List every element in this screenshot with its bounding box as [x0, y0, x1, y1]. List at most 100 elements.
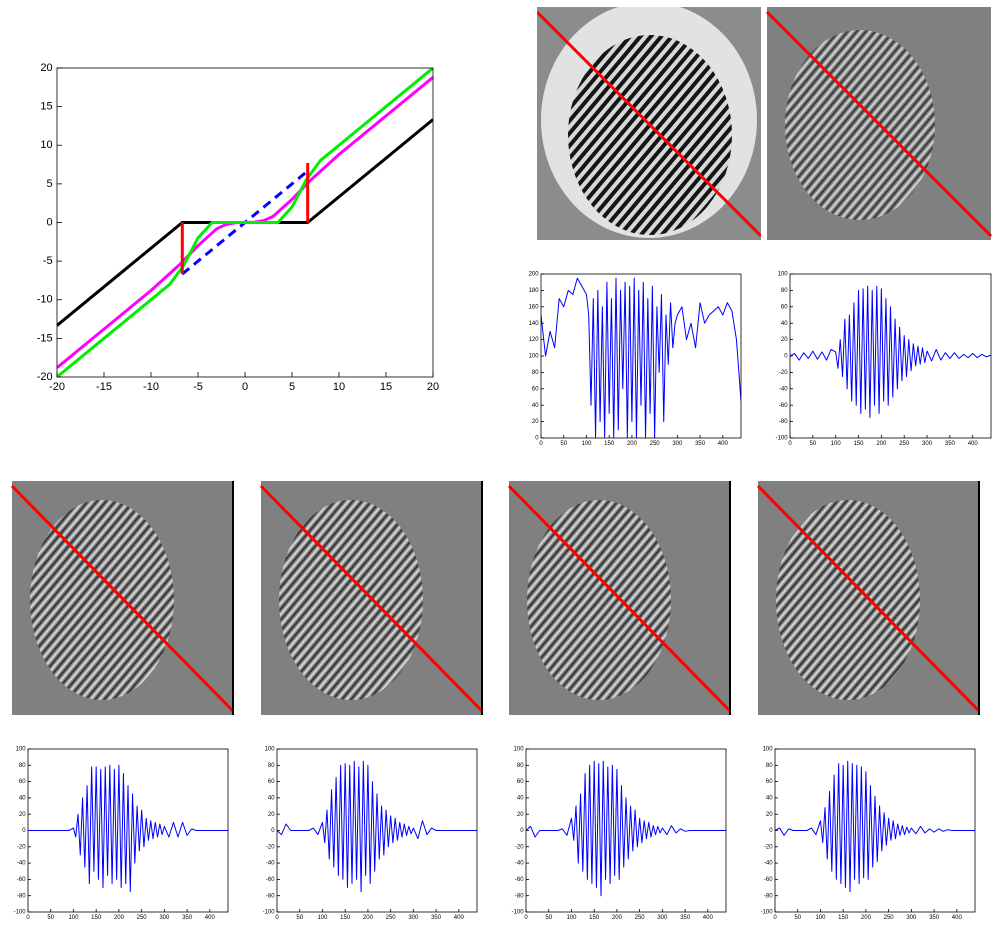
- x-tick-label: 50: [794, 915, 801, 921]
- y-tick-label: 200: [529, 272, 540, 278]
- series-line: [277, 760, 477, 893]
- x-tick-label: 400: [718, 441, 729, 447]
- plot: 0 50 100 150 200 250 300 350 400-100-80-60-40-20…: [14, 747, 229, 921]
- filtered-image: [259, 481, 484, 715]
- series-line: [57, 68, 433, 377]
- plot: 0 50 100 150 200 250 300 350 400-100-80-60-40-20…: [776, 272, 992, 447]
- y-tick-label: 10: [40, 139, 52, 151]
- y-tick-label: -100: [512, 910, 525, 916]
- x-tick-label: -15: [96, 381, 112, 393]
- y-tick-label: -40: [266, 861, 275, 867]
- y-tick-label: 80: [517, 763, 524, 769]
- x-tick-label: 50: [560, 441, 567, 447]
- y-tick-label: -100: [761, 910, 774, 916]
- x-tick-label: 20: [427, 381, 439, 393]
- x-tick-label: 0: [26, 915, 30, 921]
- y-tick-label: -20: [266, 844, 275, 850]
- y-tick-label: -40: [779, 386, 788, 392]
- y-tick-label: 140: [529, 321, 540, 327]
- y-tick-label: 20: [532, 419, 539, 425]
- x-tick-label: -10: [143, 381, 159, 393]
- filtered-image: [507, 481, 732, 715]
- series-line: [526, 760, 726, 897]
- y-tick-label: -80: [779, 419, 788, 425]
- x-tick-label: 0: [524, 915, 528, 921]
- y-tick-label: 100: [529, 354, 540, 360]
- y-tick-label: 20: [40, 62, 52, 74]
- y-tick-label: 60: [517, 779, 524, 785]
- plot: -20 -15 -10 -5 0 5 10 15 20 -20 -15 -10 -5 0 5 10 15 20: [37, 62, 439, 393]
- x-tick-label: 300: [922, 441, 933, 447]
- y-tick-label: -20: [515, 844, 524, 850]
- x-tick-label: 15: [380, 381, 392, 393]
- y-tick-label: -5: [43, 255, 53, 267]
- y-tick-label: -60: [17, 877, 26, 883]
- plot-area: [541, 274, 741, 438]
- axes-frame: [56, 67, 434, 378]
- y-tick-label: 40: [268, 795, 275, 801]
- x-tick-label: -5: [193, 381, 203, 393]
- plot: 0 50 100 150 200 250 300 350 400-100-80-60-40-20…: [761, 747, 976, 921]
- y-tick-label: 0: [271, 828, 275, 834]
- x-tick-label: 400: [454, 915, 465, 921]
- x-tick-label: 0: [773, 915, 777, 921]
- y-tick-label: 100: [778, 272, 789, 278]
- y-tick-label: -40: [515, 861, 524, 867]
- y-tick-label: -80: [515, 893, 524, 899]
- y-tick-label: 0: [22, 828, 26, 834]
- plot-area: [790, 274, 991, 438]
- x-tick-label: 5: [289, 381, 295, 393]
- x-tick-label: 200: [861, 915, 872, 921]
- x-tick-label: 0: [275, 915, 279, 921]
- y-tick-label: 20: [766, 812, 773, 818]
- y-tick-label: 20: [19, 812, 26, 818]
- y-tick-label: 20: [781, 337, 788, 343]
- x-tick-label: 350: [929, 915, 940, 921]
- plot: 0 50 100 150 200 250 300 350 400-100-80-60-40-20…: [512, 747, 727, 921]
- x-tick-label: 150: [340, 915, 351, 921]
- x-tick-label: 350: [431, 915, 442, 921]
- x-tick-label: 200: [876, 441, 887, 447]
- y-tick-label: -80: [764, 893, 773, 899]
- y-tick-label: 100: [265, 747, 276, 753]
- axes-frame: [27, 748, 229, 913]
- x-tick-label: 400: [968, 441, 979, 447]
- y-tick-label: -80: [266, 893, 275, 899]
- y-tick-label: -100: [776, 436, 789, 442]
- y-tick-label: -20: [764, 844, 773, 850]
- x-tick-label: 100: [68, 915, 79, 921]
- y-tick-label: -80: [17, 893, 26, 899]
- axes-frame: [525, 748, 727, 913]
- x-tick-label: 150: [91, 915, 102, 921]
- x-tick-label: 100: [581, 441, 592, 447]
- x-tick-label: 300: [657, 915, 668, 921]
- y-tick-label: -20: [17, 844, 26, 850]
- x-tick-label: 150: [838, 915, 849, 921]
- y-tick-label: 120: [529, 337, 540, 343]
- y-tick-label: -60: [266, 877, 275, 883]
- y-tick-label: 100: [514, 747, 525, 753]
- y-tick-label: 40: [19, 795, 26, 801]
- y-tick-label: 20: [268, 812, 275, 818]
- x-tick-label: 0: [539, 441, 543, 447]
- x-tick-label: 250: [884, 915, 895, 921]
- filtered-image: [765, 7, 993, 240]
- plot: 0 50 100 150 200 250 300 350 400 0 20 40 60 80 100 120 1…: [529, 272, 742, 447]
- y-tick-label: 40: [517, 795, 524, 801]
- y-tick-label: 15: [40, 101, 52, 113]
- y-tick-label: 0: [520, 828, 524, 834]
- x-tick-label: 400: [952, 915, 963, 921]
- y-tick-label: 60: [766, 779, 773, 785]
- x-tick-label: 400: [205, 915, 216, 921]
- x-tick-label: 250: [386, 915, 397, 921]
- x-tick-label: 50: [296, 915, 303, 921]
- y-tick-label: -60: [779, 403, 788, 409]
- x-tick-label: 10: [333, 381, 345, 393]
- x-tick-label: 300: [672, 441, 683, 447]
- y-tick-label: 20: [517, 812, 524, 818]
- y-tick-label: 100: [763, 747, 774, 753]
- x-tick-label: 250: [137, 915, 148, 921]
- y-tick-label: -15: [37, 332, 53, 344]
- x-tick-label: -20: [49, 381, 65, 393]
